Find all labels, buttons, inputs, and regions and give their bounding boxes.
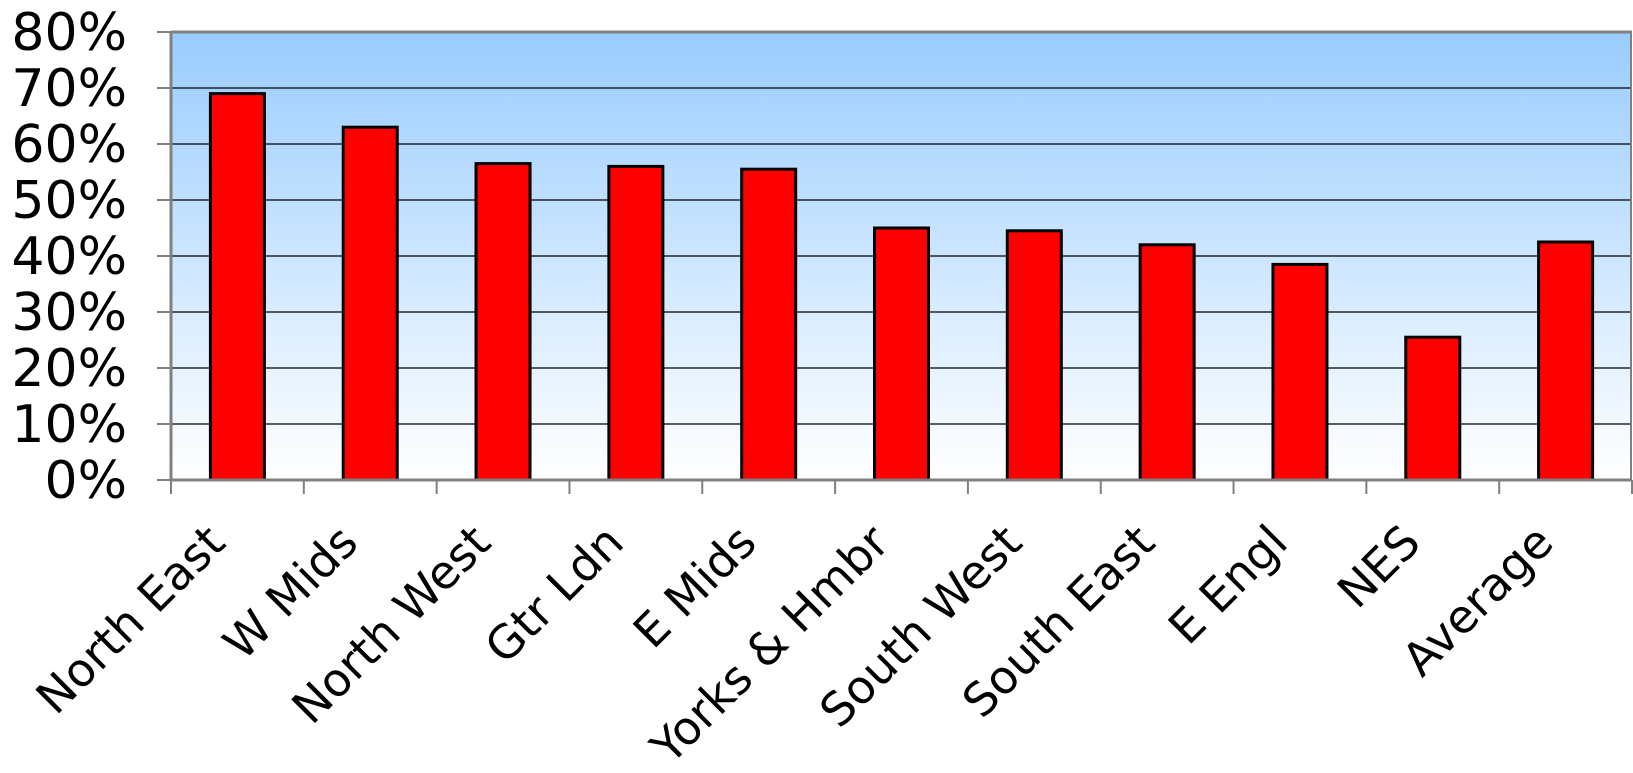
bar-e-mids [740, 167, 798, 482]
y-tick-label: 30% [11, 283, 127, 343]
axes [169, 30, 1633, 494]
x-category-label: NES [1327, 515, 1431, 619]
y-tick-label: 40% [11, 227, 127, 287]
bar-south-east [1138, 243, 1196, 482]
y-tick-label: 80% [11, 3, 127, 63]
bar-yorks-hmbr [873, 226, 930, 482]
x-category-label: Gtr Ldn [474, 515, 633, 674]
y-tick-label: 0% [45, 451, 128, 511]
y-tick-label: 20% [11, 339, 127, 399]
bar-average [1537, 240, 1595, 482]
bar-south-west [1005, 229, 1063, 482]
bar-e-engl [1271, 262, 1329, 482]
bar-nes [1404, 335, 1462, 482]
x-category-label: Yorks & Hmbr [640, 515, 900, 773]
y-tick-labels: 0%10%20%30%40%50%60%70%80% [11, 3, 171, 511]
x-category-label: North East [25, 515, 235, 725]
x-category-label: E Engl [1158, 515, 1298, 655]
bar-north-east [208, 92, 266, 482]
bar-w-mids [341, 125, 399, 482]
y-tick-label: 10% [11, 395, 127, 455]
y-tick-label: 70% [11, 59, 127, 119]
bar-gtr-ldn [607, 164, 665, 482]
y-tick-label: 50% [11, 171, 127, 231]
bar-north-west [474, 162, 532, 482]
y-tick-label: 60% [11, 115, 127, 175]
